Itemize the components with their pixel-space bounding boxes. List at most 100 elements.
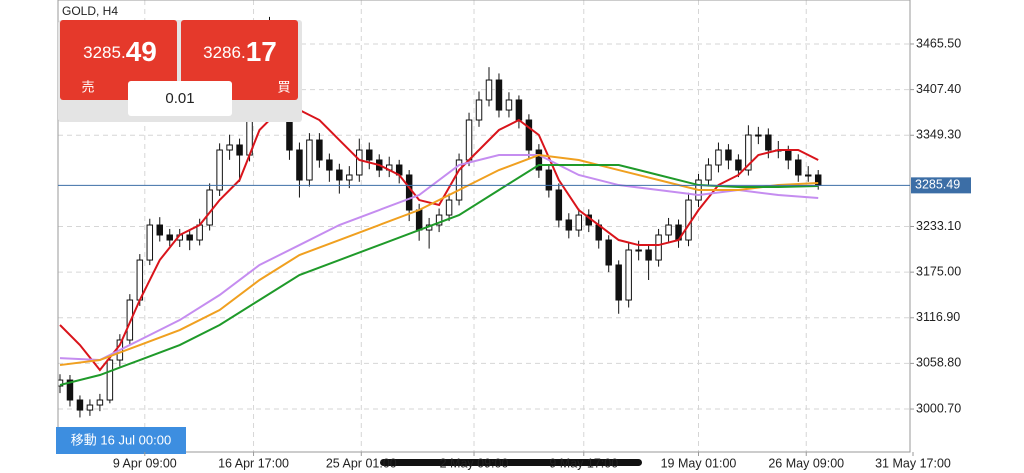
current-price-box: [911, 177, 971, 194]
candle-body: [715, 149, 722, 166]
candle-body: [226, 144, 233, 151]
candle-body: [326, 159, 333, 171]
lot-input[interactable]: [128, 81, 232, 116]
sell-price-head: 3285.: [83, 43, 126, 62]
navigate-button[interactable]: [56, 427, 186, 454]
candle-body: [635, 249, 642, 252]
y-tick-label: 3465.50: [916, 36, 961, 50]
x-tick-label: 9 May 17:00: [549, 456, 618, 470]
x-tick-label: 26 May 09:00: [768, 456, 844, 470]
candle-body: [296, 149, 303, 181]
candle-body: [545, 169, 553, 191]
candle-body: [495, 79, 503, 111]
sell-label: 売: [81, 79, 94, 94]
candle-body: [804, 174, 812, 177]
candle-body: [405, 174, 413, 211]
candle-body: [156, 224, 164, 236]
candle-body: [605, 239, 612, 266]
y-tick-label: 3000.70: [916, 401, 961, 415]
x-tick-label: 19 May 01:00: [661, 456, 737, 470]
y-tick-label: 3407.40: [916, 82, 961, 96]
candle-body: [216, 149, 223, 191]
candle-body: [735, 159, 742, 171]
sell-price: 3285.49: [83, 36, 157, 67]
candle-body: [86, 404, 94, 411]
sell-price-tail: 49: [126, 36, 157, 67]
candle-body: [615, 264, 622, 301]
moving-average: [59, 154, 819, 367]
candle-body: [206, 189, 213, 226]
current-price-label: 3285.49: [915, 178, 960, 192]
candle-body: [96, 399, 104, 406]
candle-body: [705, 164, 712, 181]
candle-body: [475, 99, 483, 121]
x-tick-label: 16 Apr 17:00: [218, 456, 289, 470]
sell-button[interactable]: [60, 20, 177, 100]
candle-body: [575, 214, 583, 231]
candle-body: [445, 199, 453, 216]
candle-body: [665, 224, 672, 236]
candle-body: [366, 149, 373, 161]
candle-body: [146, 224, 154, 261]
y-tick-label: 3058.80: [916, 356, 961, 370]
x-tick-label: 25 Apr 01:00: [326, 456, 397, 470]
candle-body: [76, 399, 84, 411]
candle-body: [785, 149, 792, 161]
x-tick-label: 2 May 09:00: [440, 456, 509, 470]
x-tick-label: 31 May 17:00: [875, 456, 951, 470]
y-tick-label: 3233.10: [916, 219, 961, 233]
candle-body: [196, 224, 203, 241]
candle-body: [316, 139, 323, 161]
candle-body: [725, 149, 732, 161]
candle-body: [346, 174, 353, 181]
buy-label: 買: [277, 79, 290, 94]
buy-price-tail: 17: [246, 36, 277, 67]
moving-average: [59, 154, 819, 362]
home-indicator: [380, 459, 642, 466]
candle-body: [485, 79, 493, 101]
candle-body: [535, 149, 543, 171]
candle-body: [186, 234, 193, 241]
candle-body: [625, 249, 632, 301]
candle-body: [755, 134, 762, 137]
candle-body: [745, 134, 752, 171]
buy-price: 3286.17: [203, 36, 277, 67]
candle-body: [515, 99, 523, 121]
lot-value: 0.01: [165, 90, 194, 107]
candle-body: [765, 134, 772, 151]
buy-button[interactable]: [181, 20, 298, 100]
y-tick-label: 3175.00: [916, 264, 961, 278]
candle-body: [565, 219, 573, 231]
navigate-label: 移動 16 Jul 00:00: [71, 432, 171, 447]
candle-body: [66, 379, 74, 401]
candle-body: [555, 189, 563, 221]
candle-body: [415, 209, 423, 231]
candle-body: [455, 159, 463, 201]
y-tick-label: 3116.90: [916, 310, 960, 324]
candle-body: [525, 119, 533, 151]
candle-body: [236, 144, 243, 156]
buy-price-head: 3286.: [203, 43, 246, 62]
moving-average: [59, 164, 819, 386]
candle-body: [685, 199, 692, 241]
candle-body: [336, 169, 343, 181]
plot-frame: [57, 0, 911, 453]
moving-average: [59, 109, 819, 372]
trade-panel: 3285.49 3286.17 売 買 0.01: [58, 20, 302, 122]
y-tick-label: 3349.30: [916, 128, 961, 142]
candle-body: [106, 359, 114, 401]
candle-body: [465, 119, 473, 161]
candle-body: [505, 99, 513, 111]
candle-body: [435, 214, 443, 226]
candle-body: [645, 249, 652, 261]
candle-body: [126, 299, 134, 341]
candle-body: [795, 159, 802, 176]
x-tick-label: 9 Apr 09:00: [113, 456, 177, 470]
candle-body: [655, 234, 662, 261]
symbol-title: GOLD, H4: [62, 4, 118, 18]
candle-body: [166, 234, 173, 241]
candle-body: [356, 149, 363, 176]
candle-body: [306, 139, 313, 181]
